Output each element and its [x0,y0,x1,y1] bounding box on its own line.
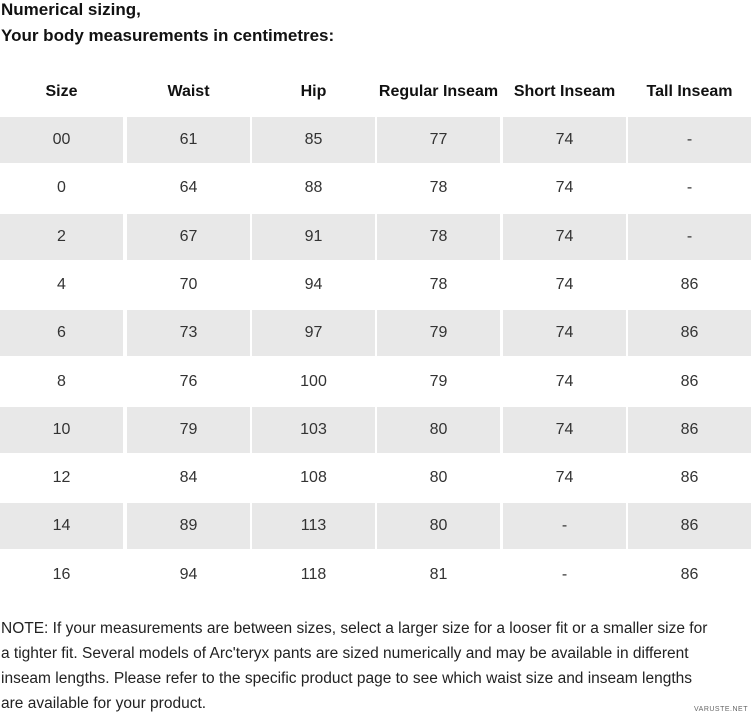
table-cell: 79 [429,372,448,390]
table-cell: - [628,117,751,163]
table-cell: 74 [555,179,574,197]
table-cell: 97 [252,310,375,357]
title-line: Your body measurements in centimetres: [1,26,335,45]
note-line: inseam lengths. Please refer to the spec… [1,670,692,687]
table-cell: 118 [300,565,327,583]
table-cell: 86 [628,310,751,357]
table-cell: 67 [127,213,250,260]
table-cell: 12 [52,469,71,487]
table-cell: 86 [628,406,751,453]
table-cell: 14 [0,503,123,550]
table-cell: 74 [503,213,626,260]
note-line: are available for your product. [1,695,207,712]
table-cell: 0 [57,179,66,197]
table-cell: 89 [127,503,250,550]
table-cell: 79 [127,406,250,453]
column-header: Waist [167,83,210,100]
table-cell: 91 [252,213,375,260]
table-cell: 73 [127,310,250,357]
note-line: NOTE: If your measurements are between s… [1,620,708,637]
table-cell: 10 [0,406,123,453]
table-cell: 80 [429,469,448,487]
table-cell: 64 [179,179,198,197]
table-cell: 94 [179,565,198,583]
column-header: Hip [300,83,327,100]
column-header: Regular Inseam [378,83,499,100]
table-cell: - [686,179,693,197]
table-cell: 78 [429,179,448,197]
table-cell: 80 [377,503,500,550]
table-cell: 86 [680,372,699,390]
table-cell: 86 [680,565,699,583]
table-cell: 80 [377,406,500,453]
table-cell: 74 [503,117,626,163]
table-cell: 74 [555,372,574,390]
table-cell: 79 [377,310,500,357]
table-cell: 94 [304,275,323,293]
table-cell: - [503,503,626,550]
table-cell: 16 [52,565,71,583]
table-cell: 61 [127,117,250,163]
table-cell: 108 [300,469,327,487]
table-cell: 8 [57,372,66,390]
table-cell: 74 [503,406,626,453]
column-header: Tall Inseam [646,83,733,100]
column-header: Size [45,83,78,100]
watermark: VARUSTE.NET [694,706,748,713]
table-cell: 74 [555,469,574,487]
table-cell: 86 [680,275,699,293]
table-cell: 00 [0,117,123,163]
table-cell: 113 [252,503,375,550]
table-cell: 103 [252,406,375,453]
table-cell: 6 [0,310,123,357]
column-header: Short Inseam [513,83,616,100]
table-cell: 81 [429,565,448,583]
table-cell: 100 [300,372,327,390]
table-cell: 70 [179,275,198,293]
table-cell: 86 [628,503,751,550]
table-cell: 85 [252,117,375,163]
table-cell: - [628,213,751,260]
table-cell: 76 [179,372,198,390]
table-cell: - [561,565,568,583]
table-cell: 2 [0,213,123,260]
title-line: Numerical sizing, [1,0,141,19]
note-line: a tighter fit. Several models of Arc'ter… [1,645,689,662]
table-cell: 78 [429,275,448,293]
table-cell: 84 [179,469,198,487]
table-cell: 74 [503,310,626,357]
table-cell: 77 [377,117,500,163]
table-cell: 86 [680,469,699,487]
table-cell: 4 [57,275,66,293]
table-cell: 74 [555,275,574,293]
table-cell: 88 [304,179,323,197]
table-cell: 78 [377,213,500,260]
